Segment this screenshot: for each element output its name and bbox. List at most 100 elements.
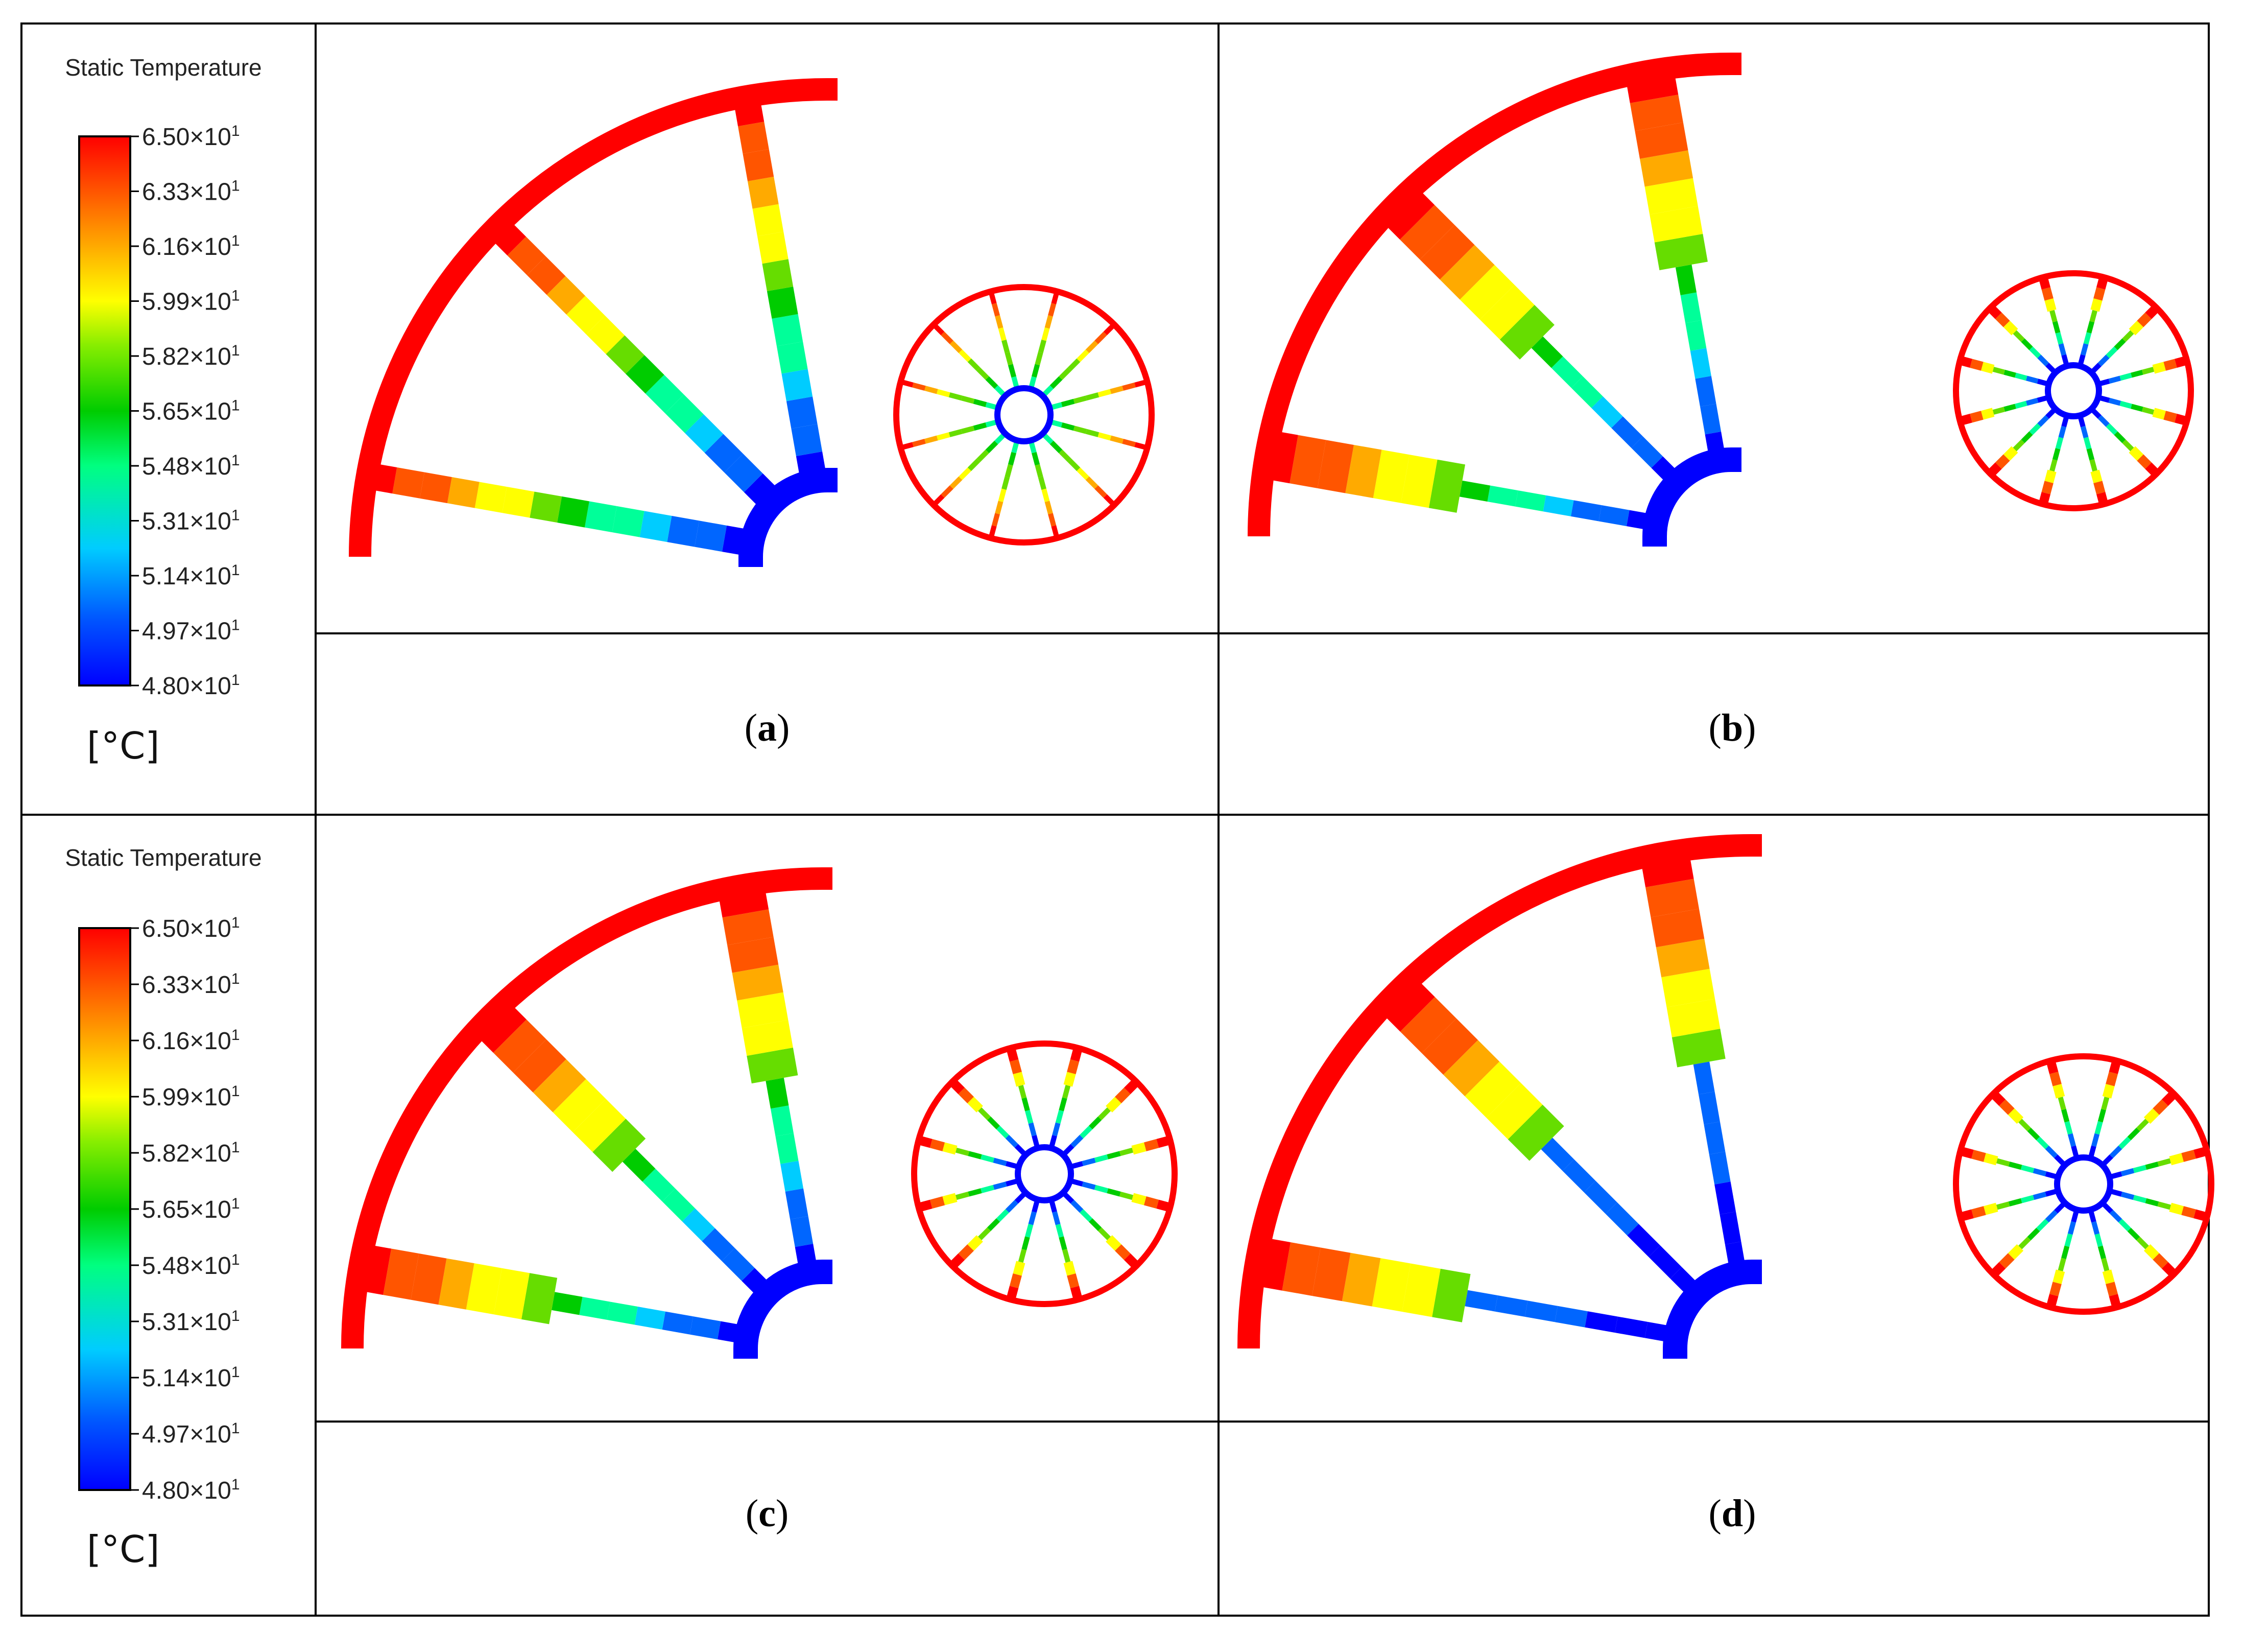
wheel-spoke-segment bbox=[2045, 1210, 2058, 1223]
wheel-spoke-segment bbox=[2109, 1145, 2122, 1158]
tick-exponent: 1 bbox=[231, 562, 240, 579]
spoke-segment bbox=[1508, 1104, 1564, 1161]
wheel-spoke-segment bbox=[2143, 1244, 2160, 1260]
wheel-spoke-segment bbox=[2094, 1233, 2103, 1247]
tick-mantissa: 6.33×10 bbox=[142, 972, 231, 999]
tick-exponent: 1 bbox=[231, 452, 240, 469]
spoke-segment bbox=[1401, 455, 1438, 508]
wheel-spoke-segment bbox=[1048, 303, 1057, 317]
wheel-spoke-segment bbox=[991, 303, 1000, 317]
wheel-hub bbox=[994, 385, 1054, 444]
wheel-spoke-segment bbox=[2097, 1245, 2106, 1260]
wheel-spoke-segment bbox=[958, 1087, 974, 1103]
spoke-segment bbox=[665, 394, 704, 433]
spoke-segment bbox=[790, 1216, 814, 1247]
wheel-spoke-segment bbox=[1971, 1150, 1986, 1162]
tick-mantissa: 5.65×10 bbox=[142, 1196, 231, 1223]
spoke-segment bbox=[1645, 879, 1699, 917]
tick-mantissa: 6.33×10 bbox=[142, 179, 231, 206]
spoke-segment bbox=[1654, 233, 1708, 271]
wheel-spoke-segment bbox=[2093, 481, 2106, 494]
wheel-spoke-segment bbox=[2131, 369, 2143, 378]
spoke-segment bbox=[606, 335, 644, 374]
panel-caption: (b) bbox=[1709, 706, 1756, 749]
wheel-spoke-segment bbox=[2049, 1072, 2062, 1086]
spoke-segment bbox=[1666, 999, 1721, 1037]
spoke-segment bbox=[1639, 150, 1693, 187]
tick-mantissa: 4.97×10 bbox=[142, 1421, 231, 1448]
tick-mantissa: 4.97×10 bbox=[142, 618, 231, 645]
wheel-spoke-segment bbox=[1041, 488, 1050, 503]
tick-mantissa: 5.99×10 bbox=[142, 289, 231, 316]
spoke-segment bbox=[1562, 1159, 1596, 1193]
spoke-segment bbox=[1400, 997, 1457, 1053]
wheel-spoke-segment bbox=[1018, 1248, 1027, 1263]
wheel-spoke-segment bbox=[1025, 1223, 1034, 1238]
spoke-segment bbox=[1312, 1247, 1351, 1301]
wheel-spoke-segment bbox=[987, 1218, 1000, 1232]
spoke-segment bbox=[438, 1258, 474, 1310]
wheel-spoke-segment bbox=[2029, 423, 2041, 435]
spoke-segment bbox=[1672, 1029, 1726, 1068]
wheel-spoke-segment bbox=[2058, 425, 2067, 439]
spoke-segment bbox=[722, 909, 774, 945]
spoke-segment bbox=[1591, 396, 1623, 428]
tick-exponent: 1 bbox=[231, 1476, 240, 1493]
spoke-segment bbox=[1644, 178, 1698, 215]
wheel-spoke-segment bbox=[995, 501, 1004, 514]
wheel-rim bbox=[1953, 1053, 2214, 1315]
panel-letter: c bbox=[758, 1492, 776, 1535]
wheel-spoke-segment bbox=[1041, 327, 1050, 341]
wheel-spoke-segment bbox=[2015, 372, 2027, 381]
tick-mantissa: 5.31×10 bbox=[142, 1309, 231, 1336]
spoke-segment bbox=[743, 149, 774, 181]
spoke-segment bbox=[702, 1228, 735, 1261]
wheel-spoke-segment bbox=[2029, 346, 2041, 359]
wheel-spoke-segment bbox=[1106, 1097, 1121, 1113]
wheel-spoke-segment bbox=[1073, 395, 1087, 404]
tick-label: 4.80×101 bbox=[142, 672, 240, 700]
spoke-segment bbox=[1420, 225, 1475, 280]
wheel-spoke-segment bbox=[2058, 1096, 2066, 1110]
wheel-spoke-segment bbox=[2131, 404, 2143, 412]
spoke-segment bbox=[383, 1248, 419, 1300]
tick-exponent: 1 bbox=[231, 617, 240, 634]
spoke-segment bbox=[639, 511, 672, 542]
wheel-spoke-segment bbox=[998, 488, 1007, 503]
wheel-spoke-segment bbox=[973, 398, 987, 407]
wheel-spoke-segment bbox=[985, 376, 998, 389]
wheel-spoke-segment bbox=[941, 485, 953, 498]
tick-mantissa: 6.16×10 bbox=[142, 1028, 231, 1055]
wheel-spoke-segment bbox=[2097, 1108, 2106, 1123]
wheel-spoke-segment bbox=[2127, 1127, 2140, 1141]
spoke-segment bbox=[772, 314, 803, 346]
wheel-spoke-segment bbox=[976, 449, 989, 462]
spoke-segment bbox=[1611, 416, 1643, 448]
wheel-spoke-segment bbox=[2097, 354, 2110, 367]
wheel-spoke-segment bbox=[1048, 513, 1057, 527]
spoke-segment bbox=[767, 287, 798, 319]
tick-label: 5.82×101 bbox=[142, 342, 240, 370]
wheel-spoke-segment bbox=[2027, 1227, 2040, 1241]
wheel-spoke-segment bbox=[2067, 1133, 2076, 1147]
wheel-spoke-segment bbox=[991, 513, 1000, 527]
tick-label: 5.31×101 bbox=[142, 507, 240, 535]
spoke-segment bbox=[1635, 122, 1688, 159]
wheel-spoke-segment bbox=[1032, 364, 1040, 378]
spoke-segment bbox=[1421, 1018, 1478, 1075]
hub-arc bbox=[738, 468, 838, 567]
spoke-segment bbox=[645, 374, 684, 414]
spoke-segment bbox=[1465, 1061, 1521, 1118]
wheel-spoke-segment bbox=[912, 382, 926, 391]
unit-label: [°C] bbox=[87, 724, 159, 767]
spoke-segment bbox=[775, 1133, 799, 1164]
tick-mantissa: 5.48×10 bbox=[142, 1252, 231, 1280]
spoke-segment bbox=[553, 1079, 606, 1132]
wheel-spoke-segment bbox=[948, 429, 963, 437]
wheel-spoke-segment bbox=[2145, 1162, 2159, 1170]
wheel-spoke-segment bbox=[2136, 1237, 2149, 1249]
spoke-segment bbox=[722, 1248, 755, 1281]
hub-arc bbox=[733, 1260, 832, 1359]
legend-tick-labels: 6.50×1016.33×1016.16×1015.99×1015.82×101… bbox=[130, 123, 240, 700]
wheel-spoke-segment bbox=[2018, 1119, 2031, 1131]
